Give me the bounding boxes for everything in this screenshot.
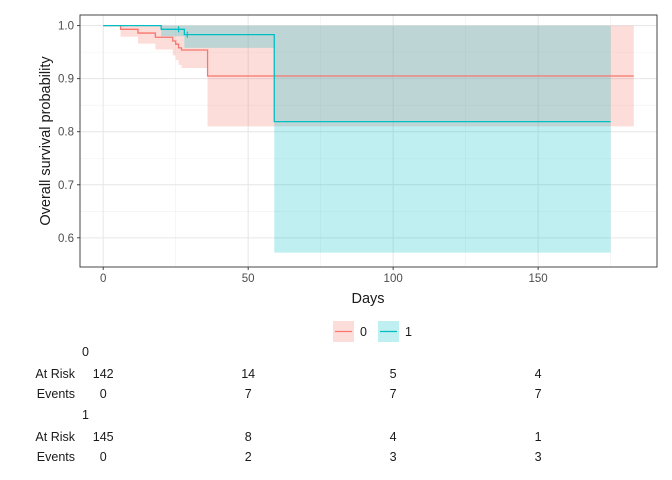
y-tick-label: 0.8	[58, 127, 74, 139]
censor-marks	[177, 26, 188, 38]
plot-border	[79, 14, 658, 268]
y-tick-label: 0.7	[58, 180, 74, 192]
risk-value: 14	[241, 367, 255, 381]
y-axis-title: Overall survival probability	[38, 56, 54, 226]
survival-curve-0	[103, 24, 634, 77]
events-value: 7	[535, 387, 542, 401]
events-value: 3	[535, 450, 542, 464]
risk-value: 142	[93, 367, 114, 381]
events-row-label: Events	[37, 450, 75, 464]
events-value: 2	[245, 450, 252, 464]
y-tick-label: 0.6	[58, 233, 74, 245]
risk-value: 4	[390, 430, 397, 444]
x-tick-label: 150	[529, 273, 548, 285]
risk-value: 145	[93, 430, 114, 444]
y-axis: 0.6 0.7 0.8 0.9 1.0	[58, 21, 80, 245]
x-tick-label: 100	[384, 273, 403, 285]
risk-row-label: At Risk	[35, 430, 75, 444]
risk-value: 4	[535, 367, 542, 381]
risk-value: 8	[245, 430, 252, 444]
y-tick-label: 0.9	[58, 74, 74, 86]
events-value: 0	[100, 450, 107, 464]
survival-curve-1	[103, 24, 611, 123]
x-tick-label: 50	[242, 273, 255, 285]
legend-label-0: 0	[360, 325, 367, 339]
events-value: 3	[390, 450, 397, 464]
x-axis-title: Days	[351, 291, 384, 307]
risk-group-title: 1	[82, 408, 89, 422]
confidence-bands	[103, 25, 634, 253]
events-row-label: Events	[37, 387, 75, 401]
events-value: 7	[245, 387, 252, 401]
risk-value: 1	[535, 430, 542, 444]
survival-curves	[103, 24, 634, 123]
risk-row-label: At Risk	[35, 367, 75, 381]
x-tick-label: 0	[100, 273, 106, 285]
legend-label-1: 1	[405, 325, 412, 339]
grid-lines	[80, 15, 657, 267]
events-value: 0	[100, 387, 107, 401]
confidence-band-1	[103, 25, 611, 253]
risk-value: 5	[390, 367, 397, 381]
y-tick-label: 1.0	[58, 21, 74, 33]
risk-group-title: 0	[82, 345, 89, 359]
x-axis: 0 50 100 150	[100, 267, 548, 285]
events-value: 7	[390, 387, 397, 401]
